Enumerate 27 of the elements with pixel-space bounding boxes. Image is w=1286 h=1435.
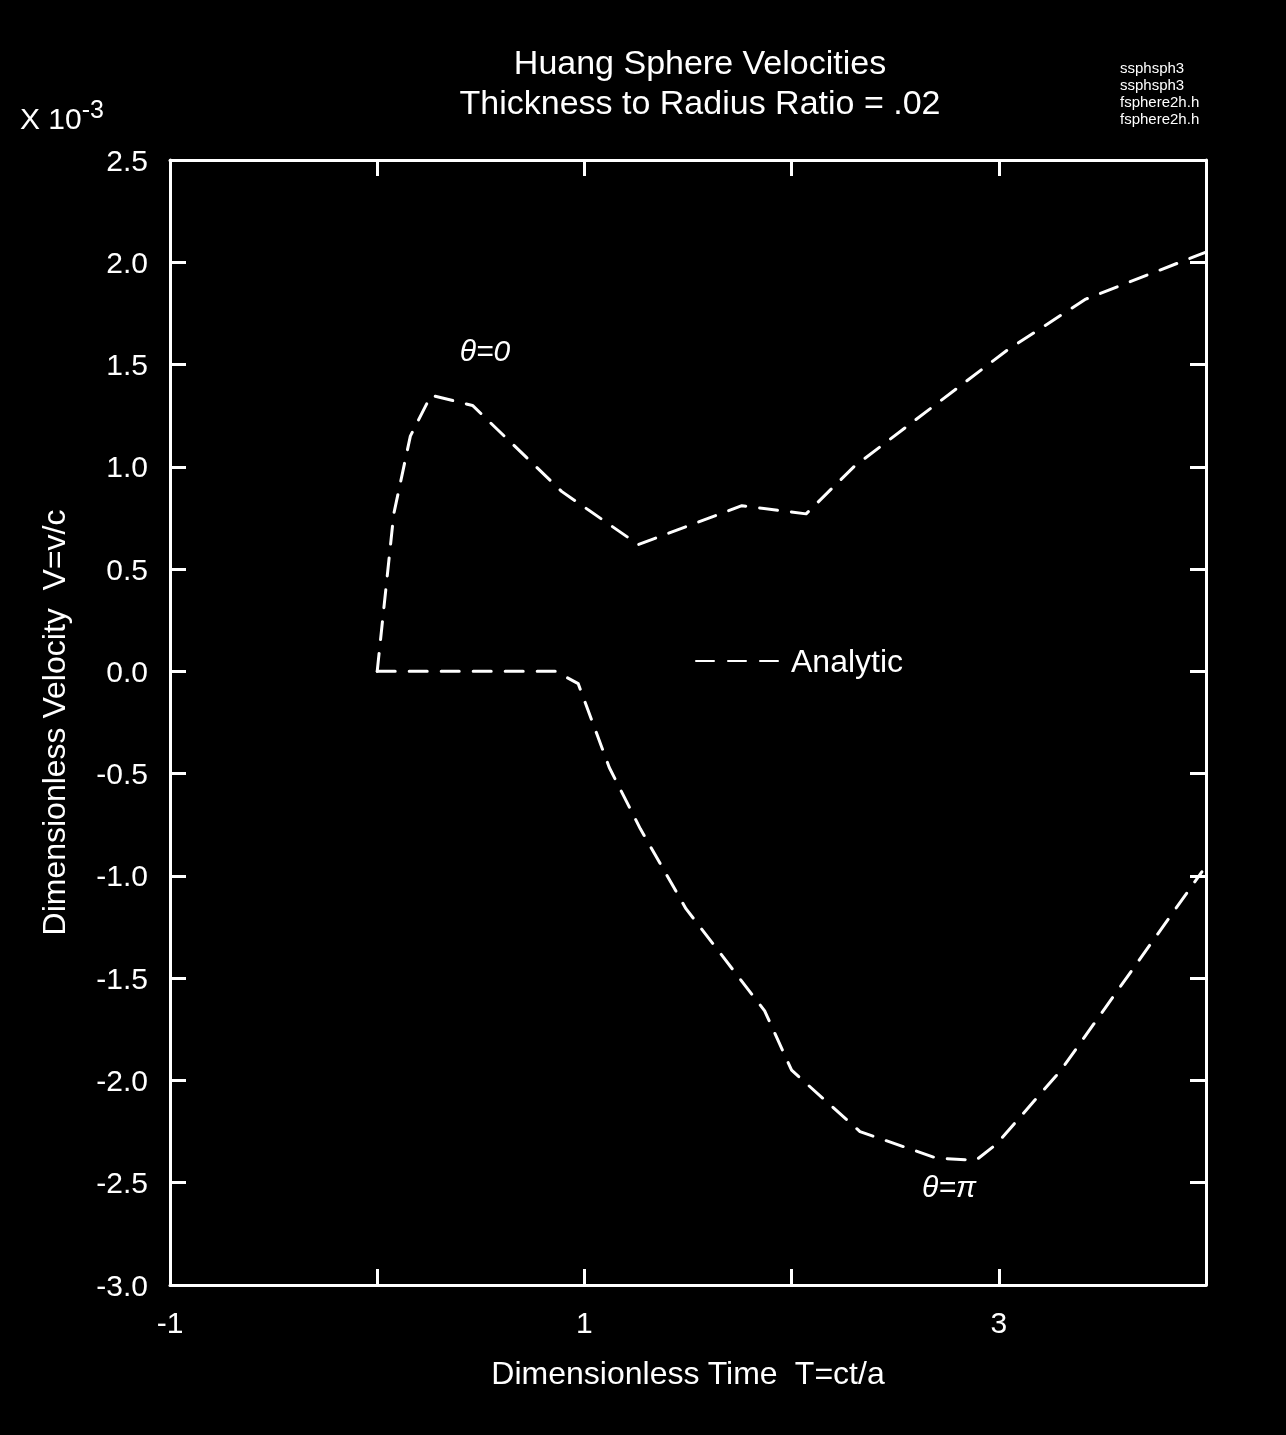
legend-label: Analytic (791, 643, 904, 679)
y-tick-label: 0.5 (106, 552, 148, 586)
annotation: θ=0 (459, 333, 511, 367)
y-tick-label: 2.5 (106, 143, 148, 177)
text: fsphere2h.h (1120, 93, 1200, 110)
y-tick-label: 1.5 (106, 348, 148, 382)
y-tick-label: -1.5 (96, 961, 148, 995)
text: fsphere2h.h (1120, 110, 1200, 127)
text: ssphsph3 (1120, 76, 1185, 93)
y-tick-label: -1.0 (96, 859, 148, 893)
chart-subtitle: Thickness to Radius Ratio = .02 (459, 83, 941, 121)
y-tick-label: -2.5 (96, 1166, 148, 1200)
x-axis-title: Dimensionless Time T=ct/a (491, 1355, 885, 1391)
y-tick-label: 1.0 (106, 450, 148, 484)
x-tick-label: 1 (576, 1305, 593, 1339)
text: ssphsph3 (1120, 59, 1185, 76)
annotation: θ=π (922, 1170, 977, 1204)
y-tick-label: -0.5 (96, 757, 148, 791)
y-tick-label: 2.0 (106, 245, 148, 279)
y-tick-label: -2.0 (96, 1063, 148, 1097)
x-tick-label: -1 (156, 1305, 184, 1339)
chart-title: Huang Sphere Velocities (513, 43, 887, 81)
y-axis-title: Dimensionless Velocity V=v/c (36, 509, 72, 936)
x-tick-label: 3 (990, 1305, 1008, 1339)
y-tick-label: -3.0 (96, 1268, 148, 1302)
text: X 10$^{-3}$ (20, 95, 104, 136)
y-tick-label: 0.0 (106, 654, 148, 688)
